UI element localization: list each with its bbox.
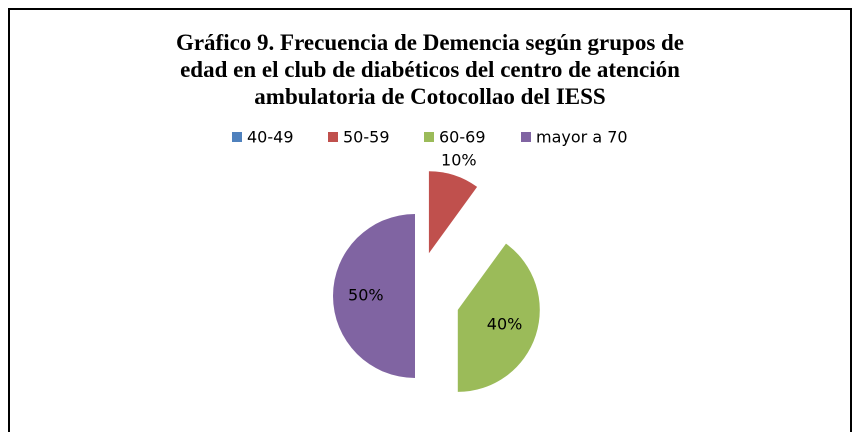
chart-title: ambulatoria de Cotocollao del IESS (254, 84, 605, 109)
legend-label: 40-49 (247, 128, 294, 147)
legend-label: mayor a 70 (536, 128, 628, 147)
frame (8, 8, 852, 432)
chart-title: edad en el club de diabéticos del centro… (180, 57, 680, 82)
legend-swatch (424, 132, 434, 142)
legend-label: 60-69 (439, 128, 486, 147)
pie-slice (428, 171, 478, 254)
pie-slice (333, 214, 415, 378)
data-label: 50% (348, 286, 384, 305)
legend-label: 50-59 (343, 128, 390, 147)
chart-title: Gráfico 9. Frecuencia de Demencia según … (176, 30, 684, 55)
legend-swatch (521, 132, 531, 142)
pie-slice (457, 243, 540, 392)
data-label: 40% (487, 315, 523, 334)
legend-swatch (328, 132, 338, 142)
legend-swatch (232, 132, 242, 142)
data-label: 10% (441, 151, 477, 170)
